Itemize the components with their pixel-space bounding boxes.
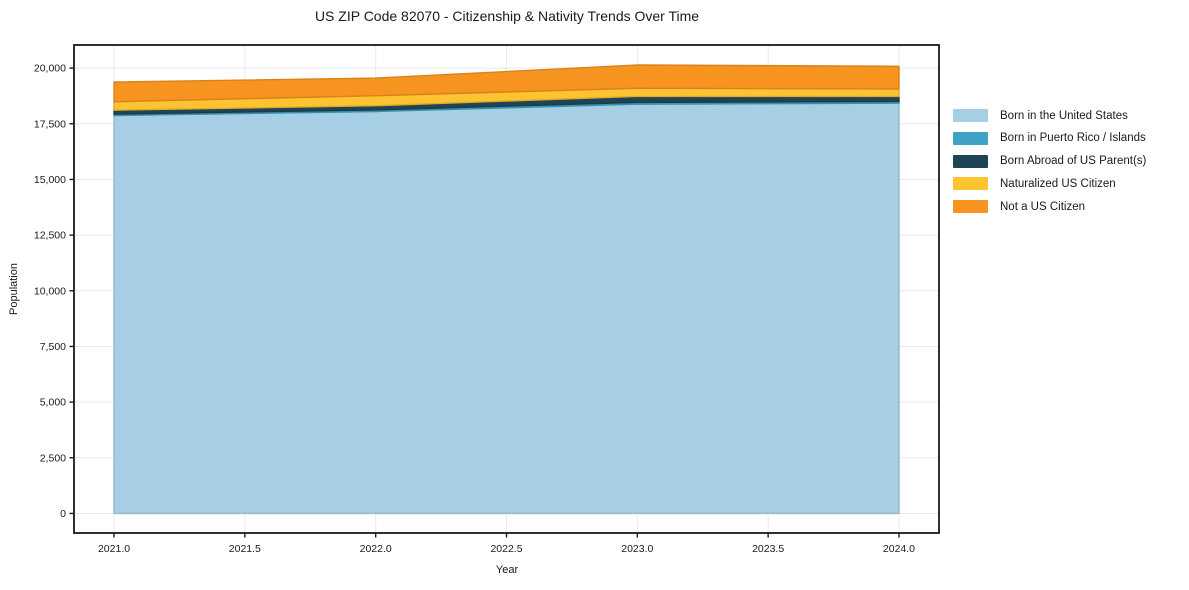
y-tick-label: 5,000: [40, 397, 66, 409]
legend-label: Born in the United States: [1000, 109, 1128, 122]
y-tick-label: 7,500: [40, 341, 66, 353]
y-tick-label: 12,500: [34, 230, 66, 242]
legend-item-born-in-the-united-states: Born in the United States: [953, 109, 1146, 122]
area-born-in-the-united-states: [113, 102, 900, 515]
x-tick-label: 2024.0: [883, 543, 915, 555]
legend-item-born-in-puerto-rico-islands: Born in Puerto Rico / Islands: [953, 131, 1146, 145]
legend-label: Born Abroad of US Parent(s): [1000, 155, 1147, 168]
legend-swatch: [953, 177, 988, 191]
x-axis-title: Year: [495, 564, 519, 576]
x-tick-label: 2021.5: [229, 543, 261, 555]
x-tick-label: 2022.5: [490, 543, 522, 555]
legend-label: Naturalized US Citizen: [1000, 177, 1116, 190]
x-tick-label: 2023.0: [621, 543, 653, 555]
y-tick-label: 2,500: [40, 452, 66, 464]
y-tick-label: 0: [60, 508, 66, 520]
legend-swatch: [953, 200, 988, 214]
legend-swatch: [953, 109, 988, 122]
legend-item-naturalized-us-citizen: Naturalized US Citizen: [953, 177, 1146, 191]
y-tick-label: 10,000: [34, 285, 66, 297]
y-tick-label: 17,500: [34, 118, 66, 130]
x-tick-label: 2023.5: [752, 543, 784, 555]
area-not-a-us-citizen: [113, 64, 900, 103]
legend: Born in the United States Born in Puerto …: [953, 109, 1146, 223]
chart-title: US ZIP Code 82070 - Citizenship & Nativi…: [314, 8, 700, 24]
x-tick-label: 2022.0: [360, 543, 392, 555]
legend-item-not-a-us-citizen: Not a US Citizen: [953, 200, 1146, 214]
legend-item-born-abroad-of-us-parent-s: Born Abroad of US Parent(s): [953, 154, 1147, 168]
legend-swatch: [953, 131, 988, 145]
y-tick-label: 20,000: [34, 63, 66, 75]
legend-label: Not a US Citizen: [1000, 200, 1086, 213]
y-tick-label: 15,000: [34, 174, 66, 186]
y-axis-title: Population: [8, 263, 20, 315]
legend-label: Born in Puerto Rico / Islands: [1000, 132, 1146, 145]
legend-swatch: [953, 154, 988, 168]
x-tick-label: 2021.0: [98, 543, 130, 555]
